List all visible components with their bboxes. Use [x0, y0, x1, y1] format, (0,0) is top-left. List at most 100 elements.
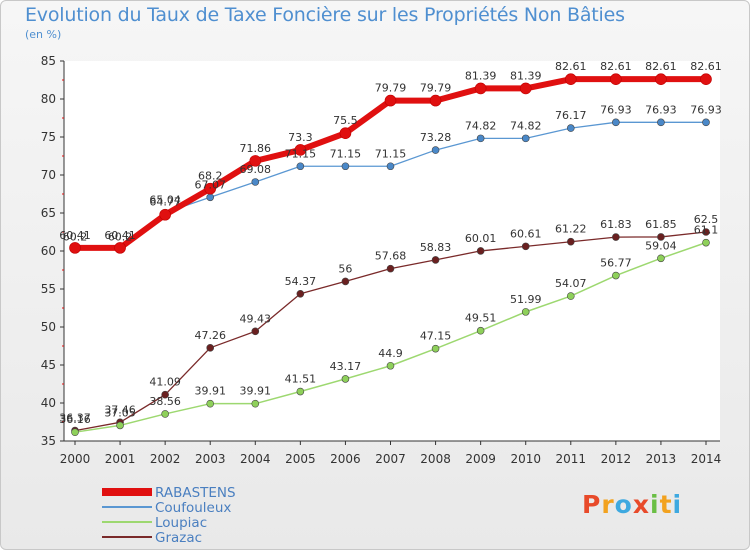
data-label-rabastens: 82.61 — [645, 60, 677, 73]
data-label-rabastens: 81.39 — [510, 69, 542, 82]
data-point-rabastens — [519, 82, 532, 95]
data-label-loupiac: 39.91 — [194, 385, 226, 398]
x-tick-label: 2004 — [240, 452, 271, 466]
data-label-grazac: 61.22 — [555, 223, 587, 236]
series-group — [69, 73, 712, 436]
data-label-grazac: 36.37 — [59, 412, 91, 425]
x-tick-label: 2008 — [420, 452, 451, 466]
data-point-loupiac — [251, 399, 260, 408]
data-label-grazac: 57.68 — [375, 250, 407, 263]
x-axis-ticks: 2000 2001 2002 2003 2004 2005 2006 2007 2008 2009… — [60, 441, 722, 466]
data-point-loupiac — [161, 410, 169, 418]
data-labels: 60.41 60.41 64.77 68.2 71.86 73.3 75.5 79.79 79.… — [59, 60, 722, 426]
data-point-coufouleux — [476, 134, 485, 143]
data-point-coufouleux — [296, 162, 305, 171]
chart-unit-label: (en %) — [25, 28, 62, 41]
data-point-loupiac — [612, 271, 620, 280]
data-point-grazac — [657, 233, 665, 241]
y-tick-label: 70 — [41, 168, 56, 182]
data-label-coufouleux: 76.93 — [645, 103, 677, 116]
data-label-grazac: 47.26 — [194, 329, 226, 342]
data-label-coufouleux: 71.15 — [285, 147, 317, 160]
data-label-grazac: 60.01 — [465, 232, 497, 245]
data-point-coufouleux — [566, 124, 575, 132]
data-point-grazac — [251, 327, 260, 336]
x-tick-label: 2009 — [465, 452, 496, 466]
data-point-rabastens — [339, 127, 352, 139]
data-label-coufouleux: 71.15 — [375, 147, 407, 160]
data-point-rabastens — [655, 73, 667, 85]
x-tick-label: 2001 — [105, 452, 136, 466]
data-label-rabastens: 71.86 — [240, 142, 272, 155]
data-label-loupiac: 37.05 — [104, 406, 136, 419]
data-point-rabastens — [384, 94, 397, 107]
data-point-loupiac — [386, 361, 395, 370]
data-label-loupiac: 59.04 — [645, 239, 677, 252]
data-label-coufouleux: 76.93 — [690, 103, 722, 116]
data-point-coufouleux — [521, 134, 530, 143]
legend-label-loupiac: Loupiac — [155, 515, 207, 531]
data-label-rabastens: 82.61 — [690, 60, 722, 73]
data-point-rabastens — [69, 242, 81, 254]
data-label-loupiac: 47.15 — [420, 330, 452, 343]
data-label-grazac: 56 — [338, 262, 352, 275]
data-label-loupiac: 56.77 — [600, 257, 632, 270]
data-label-loupiac: 38.56 — [149, 395, 181, 408]
data-point-rabastens — [564, 73, 577, 85]
y-tick-label: 55 — [41, 282, 56, 296]
x-tick-label: 2013 — [646, 452, 677, 466]
y-tick-label: 85 — [41, 54, 56, 68]
data-point-rabastens — [294, 144, 307, 156]
data-label-loupiac: 61.1 — [694, 224, 719, 237]
data-point-rabastens — [429, 94, 442, 107]
data-point-coufouleux — [612, 118, 620, 127]
data-point-grazac — [521, 242, 530, 251]
data-point-grazac — [476, 247, 485, 255]
data-label-rabastens: 73.3 — [288, 131, 313, 144]
data-point-loupiac — [702, 238, 710, 247]
data-label-rabastens: 64.77 — [149, 196, 181, 209]
data-label-grazac: 60.61 — [510, 227, 542, 240]
x-tick-label: 2000 — [60, 452, 91, 466]
data-label-loupiac: 41.51 — [285, 373, 317, 386]
data-point-rabastens — [474, 82, 487, 95]
data-label-grazac: 49.43 — [240, 312, 272, 325]
data-label-rabastens: 82.61 — [555, 60, 587, 73]
data-point-grazac — [161, 390, 169, 399]
y-tick-label: 60 — [41, 244, 56, 258]
data-point-rabastens — [249, 155, 262, 167]
data-point-loupiac — [566, 292, 575, 300]
plot-area — [64, 61, 720, 441]
x-tick-label: 2007 — [375, 452, 406, 466]
x-tick-label: 2014 — [691, 452, 722, 466]
data-label-loupiac: 39.91 — [240, 385, 272, 398]
legend-label-coufouleux: Coufouleux — [155, 500, 231, 516]
data-label-grazac: 61.83 — [600, 218, 632, 231]
y-tick-label: 65 — [41, 206, 56, 220]
x-tick-label: 2005 — [285, 452, 316, 466]
data-point-coufouleux — [702, 118, 710, 127]
data-label-rabastens: 79.79 — [420, 82, 452, 95]
data-label-coufouleux: 76.17 — [555, 109, 587, 122]
data-point-grazac — [341, 277, 350, 286]
legend-label-grazac: Grazac — [155, 530, 202, 546]
data-label-coufouleux: 74.82 — [510, 119, 542, 132]
x-tick-label: 2003 — [195, 452, 226, 466]
data-label-loupiac: 43.17 — [330, 360, 362, 373]
data-label-loupiac: 51.99 — [510, 293, 542, 306]
legend-label-rabastens: RABASTENS — [155, 485, 236, 501]
data-point-loupiac — [116, 421, 124, 430]
x-tick-label: 2011 — [556, 452, 587, 466]
data-point-coufouleux — [251, 178, 260, 186]
data-point-coufouleux — [657, 118, 665, 127]
data-point-rabastens — [700, 73, 712, 85]
data-label-rabastens: 60.41 — [104, 229, 136, 242]
y-tick-label: 35 — [41, 434, 56, 448]
data-label-loupiac: 54.07 — [555, 277, 587, 290]
y-tick-label: 45 — [41, 358, 56, 372]
data-label-rabastens: 60.41 — [59, 229, 91, 242]
data-label-loupiac: 44.9 — [378, 347, 403, 360]
data-label-coufouleux: 65.04 — [149, 194, 181, 207]
